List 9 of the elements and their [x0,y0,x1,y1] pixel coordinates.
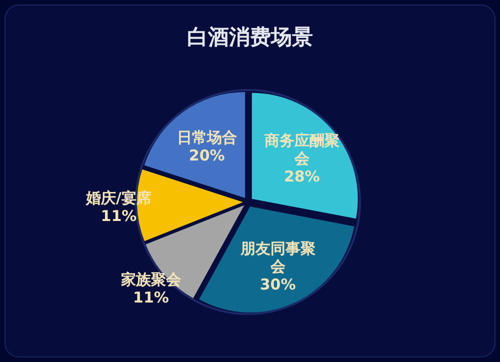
slice-label: 朋友同事聚会 [239,239,316,276]
slice-label: 日常场合 [176,128,237,146]
data-label: 11% [133,288,169,307]
data-label: 20% [188,146,225,164]
data-label: 30% [260,275,296,294]
chart-title: 白酒消费场景 [187,25,313,49]
data-label: 28% [284,167,320,186]
slice-label: 商务应酬聚会 [263,131,340,168]
data-label: 11% [100,207,137,226]
